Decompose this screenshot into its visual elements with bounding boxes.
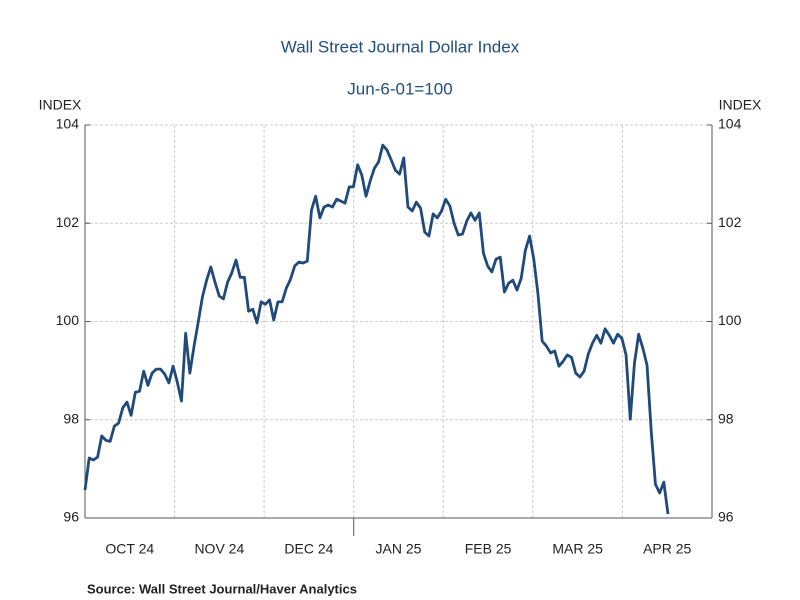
x-tick-label: JAN 25 [376,541,422,557]
y-axis-label: INDEX [39,97,82,113]
y2-tick-label: 100 [718,312,742,328]
x-tick-label: NOV 24 [194,541,244,557]
y-tick-label: 96 [63,509,79,525]
y2-tick-label: 102 [718,214,742,230]
y-tick-label: 100 [56,312,80,328]
x-tick-label: FEB 25 [465,541,512,557]
y-tick-label: 104 [56,116,80,132]
chart-subtitle: Jun-6-01=100 [347,79,452,98]
y-tick-label: 102 [56,214,80,230]
x-tick-label: OCT 24 [105,541,154,557]
y2-axis-label: INDEX [719,97,762,113]
x-tick-label: DEC 24 [284,541,333,557]
y-tick-label: 98 [63,410,79,426]
source-note: Source: Wall Street Journal/Haver Analyt… [87,581,357,596]
x-tick-label: APR 25 [643,541,691,557]
x-tick-label: MAR 25 [552,541,603,557]
chart-title: Wall Street Journal Dollar Index [281,37,520,56]
y2-tick-label: 98 [718,410,734,426]
y2-tick-label: 104 [718,116,742,132]
y2-tick-label: 96 [718,509,734,525]
data-line [83,143,670,515]
